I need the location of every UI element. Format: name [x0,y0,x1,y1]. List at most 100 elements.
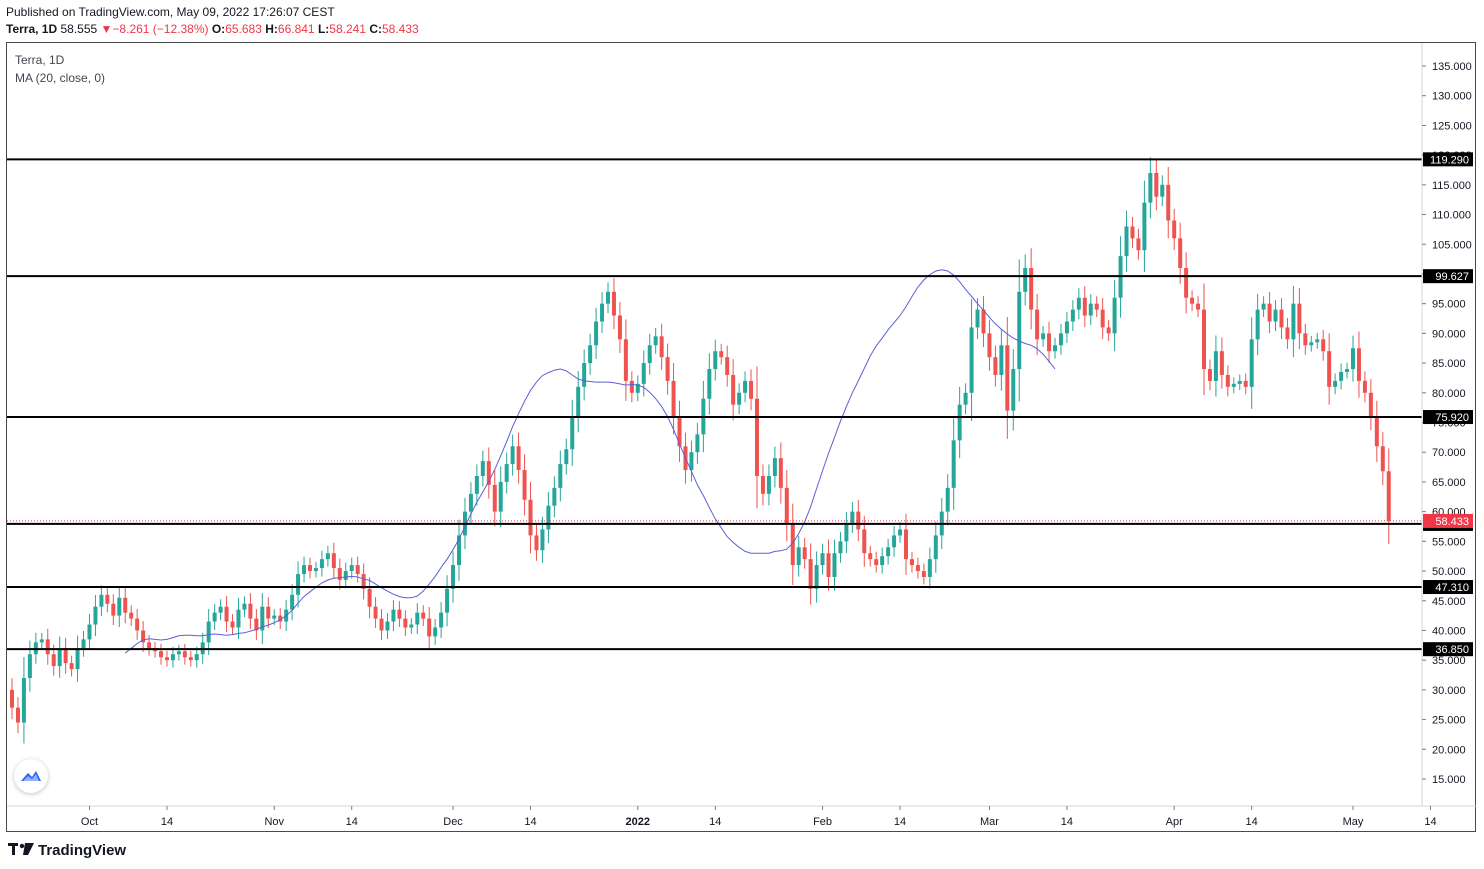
candle-body [1178,238,1183,269]
candle-body [1213,351,1218,381]
candle-body [707,369,712,399]
candle-body [170,654,175,661]
candle-body [1273,309,1278,322]
candle-body [349,565,354,572]
candle-body [1339,371,1344,381]
candle-body [159,651,163,658]
candle-body [21,677,26,723]
candle-body [355,565,360,575]
x-tick-label: 14 [161,816,173,828]
y-tick-label: 130.000 [1432,91,1472,103]
candle-body [1291,303,1296,340]
candle-body [886,547,891,557]
candle-body [63,648,68,664]
candle-body [904,529,908,560]
candle-body [403,618,408,628]
level-price-tag [1423,580,1473,595]
candle-body [653,336,658,346]
candle-body [266,606,271,619]
candle-body [659,336,664,358]
x-tick-label: 14 [346,816,358,828]
y-tick-label: 30.000 [1432,685,1466,697]
candle-body [629,380,634,393]
level-price-tag [1423,410,1473,425]
x-tick-label: 14 [709,816,721,828]
candle-body [1225,374,1230,387]
level-price-tag [1423,269,1473,284]
x-tick-label: Nov [264,816,284,828]
candle-body [1219,351,1224,375]
candle-body [874,559,879,566]
candle-body [510,446,515,465]
y-tick-label: 35.000 [1432,655,1466,667]
candle-body [343,571,348,580]
candle-body [808,559,813,589]
candle-body [892,535,897,548]
tradingview-logo-icon[interactable] [14,759,48,793]
chart-frame[interactable] [6,42,1476,832]
candle-body [1082,297,1087,316]
candle-body [725,357,730,375]
candle-body [1017,291,1022,370]
candle-body [1166,184,1171,221]
candle-body [945,487,950,512]
legend-indicator: MA (20, close, 0) [15,71,106,85]
candle-body [367,588,372,607]
candle-body [236,609,241,628]
candle-body [1053,345,1057,352]
candle-body [27,654,32,678]
candle-body [1136,238,1141,251]
candle-body [433,627,438,637]
candle-body [474,475,479,494]
candle-body [933,535,938,560]
brand-name: TradingView [38,842,127,859]
candle-body [87,624,92,640]
tradingview-brand: TradingView [8,842,126,859]
candle-body [1088,303,1093,316]
high-value: 66.841 [277,22,315,36]
candle-body [188,657,193,661]
candle-body [379,618,384,631]
candle-body [206,621,211,643]
x-tick-label: 14 [1246,816,1258,828]
candle-body [492,484,497,512]
candle-body [498,481,503,512]
candle-body [1196,303,1201,310]
candle-body [290,594,295,610]
candle-body [1154,172,1159,197]
x-tick-label: 14 [1424,816,1436,828]
candle-body [1255,309,1260,340]
candle-body [880,556,885,566]
candle-body [1327,351,1332,387]
candle-body [1148,172,1153,203]
candle-body [689,452,694,471]
candle-body [1070,309,1075,322]
level-price-label: 36.850 [1435,644,1469,656]
candle-body [1005,345,1010,411]
candle-body [1202,309,1206,370]
candle-body [224,606,229,622]
candle-body [1142,202,1147,251]
candle-body [147,642,152,649]
candle-body [558,464,563,488]
candle-body [951,440,956,488]
candle-body [1231,383,1236,387]
candle-body [1094,303,1099,310]
x-tick-label: May [1343,816,1364,828]
candle-body [927,559,932,577]
candle-body [617,315,622,340]
candle-body [1047,333,1052,352]
candle-body [1160,184,1165,197]
candle-body [308,565,312,572]
candle-body [361,574,366,589]
candle-body [552,487,557,506]
candle-body [1190,297,1195,304]
candle-body [981,309,986,334]
candle-body [1064,321,1069,334]
y-tick-label: 70.000 [1432,447,1466,459]
candle-body [302,565,307,575]
candle-body [39,639,44,643]
candle-body [1130,226,1135,239]
candle-body [427,618,432,637]
